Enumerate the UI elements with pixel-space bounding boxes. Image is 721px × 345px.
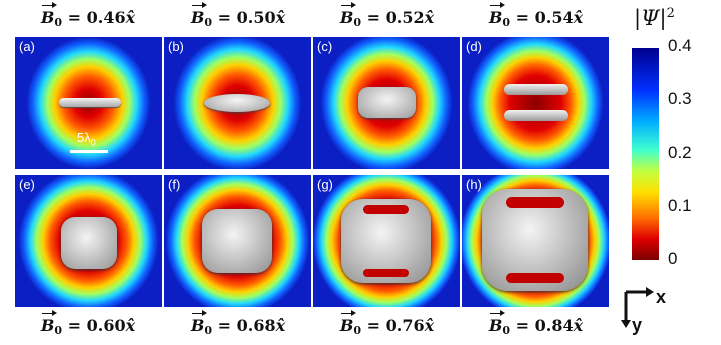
field-label-f: B0 = 0.68x̂ bbox=[190, 310, 286, 337]
field-symbol: B bbox=[40, 2, 57, 27]
panel-letter: (f) bbox=[168, 177, 181, 192]
isosurface bbox=[202, 209, 272, 273]
field-label-g: B0 = 0.76x̂ bbox=[339, 310, 435, 337]
isosurface bbox=[358, 87, 416, 118]
colorbar-tick: 0.4 bbox=[668, 36, 692, 55]
panel-f: (f) bbox=[164, 175, 311, 307]
panel-a: 5λ0 (a) bbox=[15, 37, 162, 169]
hole-top bbox=[506, 197, 564, 208]
panel-d: (d) bbox=[462, 37, 609, 169]
scale-bar bbox=[70, 150, 108, 153]
panel-letter: (b) bbox=[168, 39, 184, 54]
axis-label-y: y bbox=[632, 315, 643, 335]
panel-letter: (a) bbox=[19, 39, 35, 54]
colorbar-tick: 0.3 bbox=[668, 89, 692, 108]
isosurface-top bbox=[504, 84, 568, 95]
panel-letter: (d) bbox=[466, 39, 482, 54]
panel-letter: (h) bbox=[466, 177, 482, 192]
scale-bar-label: 5λ0 bbox=[77, 130, 96, 148]
panel-letter: (c) bbox=[317, 39, 333, 54]
field-label-d: B0 = 0.54x̂ bbox=[488, 2, 584, 29]
axes-arrows-icon bbox=[621, 287, 654, 328]
panel-letter: (e) bbox=[19, 177, 35, 192]
intensity-halo bbox=[462, 37, 609, 169]
panel-letter: (g) bbox=[317, 177, 333, 192]
hole-bottom bbox=[506, 273, 564, 283]
panel-e: (e) bbox=[15, 175, 162, 307]
colorbar-tick: 0.1 bbox=[668, 196, 692, 215]
colorbar-label: |Ψ|2 bbox=[634, 6, 675, 30]
field-label-a: B0 = 0.46x̂ bbox=[40, 2, 136, 29]
panel-c: (c) bbox=[313, 37, 460, 169]
panel-b: (b) bbox=[164, 37, 311, 169]
field-label-c: B0 = 0.52x̂ bbox=[339, 2, 435, 29]
isosurface-bottom bbox=[504, 110, 568, 121]
isosurface bbox=[204, 94, 270, 112]
colorbar-tick: 0.2 bbox=[668, 143, 692, 162]
colorbar-tick: 0 bbox=[668, 249, 678, 268]
isosurface bbox=[61, 217, 117, 269]
axis-label-x: x bbox=[656, 287, 667, 307]
colorbar bbox=[632, 48, 659, 260]
panel-g: (g) bbox=[313, 175, 460, 307]
hole-bottom bbox=[363, 269, 409, 277]
field-label-b: B0 = 0.50x̂ bbox=[190, 2, 286, 29]
field-label-h: B0 = 0.84x̂ bbox=[488, 310, 584, 337]
isosurface bbox=[59, 98, 121, 107]
hole-top bbox=[363, 205, 409, 214]
panel-h: (h) bbox=[462, 175, 609, 307]
field-label-e: B0 = 0.60x̂ bbox=[40, 310, 136, 337]
